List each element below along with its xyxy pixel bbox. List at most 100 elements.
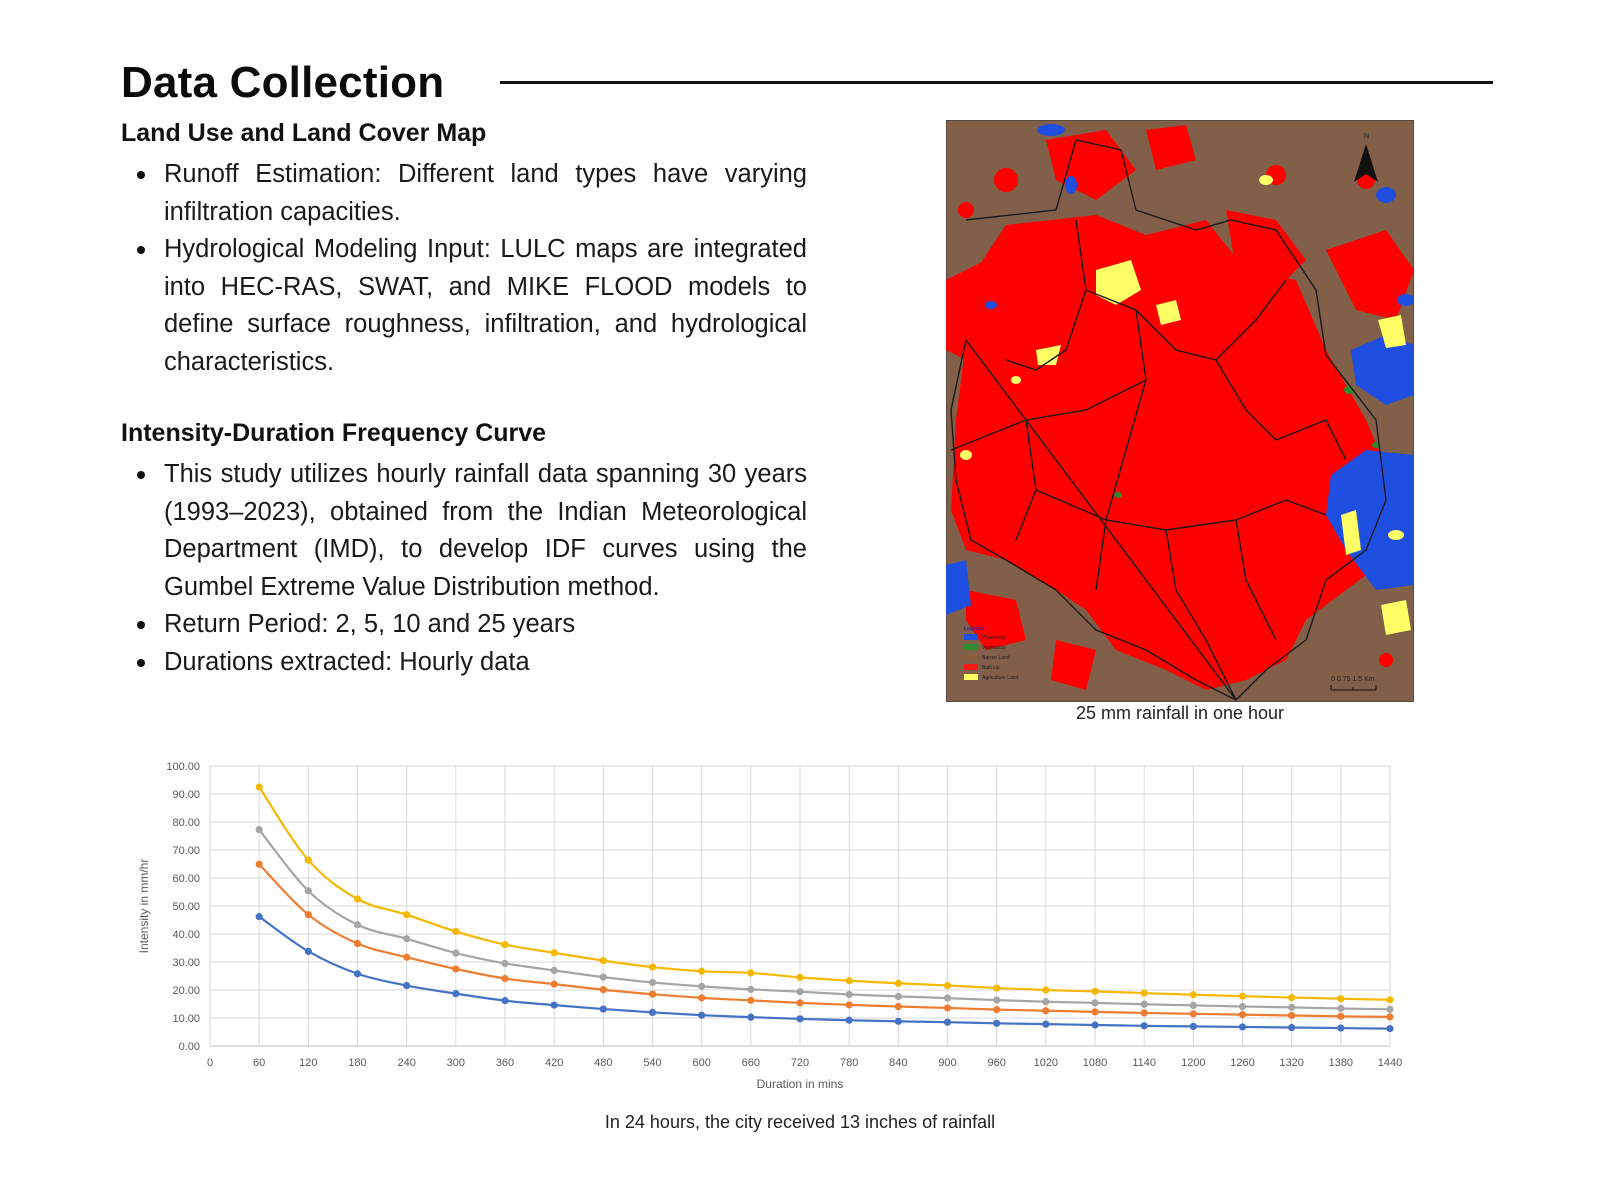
- data-point: [796, 973, 804, 981]
- y-tick-label: 20.00: [172, 985, 200, 997]
- series-line: [258, 915, 1391, 1030]
- x-tick-label: 1260: [1230, 1057, 1254, 1069]
- y-tick-label: 0.00: [179, 1041, 200, 1053]
- data-point: [1238, 1011, 1247, 1019]
- data-point: [1140, 989, 1148, 997]
- data-point: [648, 1008, 657, 1016]
- series-2: [255, 825, 1394, 1013]
- map-ward-boundaries: [950, 139, 1387, 701]
- data-point: [1091, 1021, 1099, 1029]
- data-point: [1288, 1023, 1296, 1032]
- data-point: [1189, 991, 1197, 999]
- data-point: [452, 949, 460, 957]
- data-point: [993, 984, 1001, 992]
- x-tick-label: 1320: [1279, 1057, 1303, 1069]
- x-tick-label: 60: [253, 1057, 265, 1069]
- x-tick-label: 660: [742, 1057, 760, 1069]
- data-point: [747, 996, 755, 1004]
- data-point: [1042, 986, 1050, 994]
- y-tick-label: 70.00: [172, 845, 200, 857]
- data-point: [353, 970, 362, 978]
- data-point: [599, 957, 607, 965]
- x-tick-label: 420: [545, 1057, 563, 1069]
- title-divider: [500, 81, 1493, 84]
- data-point: [993, 1006, 1001, 1014]
- series-1: [255, 860, 1394, 1021]
- data-point: [501, 959, 509, 967]
- data-point: [403, 935, 411, 943]
- data-point: [1238, 992, 1247, 1000]
- x-tick-label: 840: [889, 1057, 907, 1069]
- data-point: [943, 1018, 952, 1026]
- data-point: [599, 973, 607, 981]
- data-point: [894, 1002, 902, 1011]
- data-point: [403, 981, 411, 990]
- data-point: [845, 1016, 853, 1024]
- data-point: [304, 911, 312, 919]
- data-point: [993, 1019, 1001, 1027]
- legend-swatch-vegetation: [964, 644, 978, 650]
- x-tick-label: 120: [299, 1057, 317, 1069]
- data-point: [452, 965, 460, 973]
- x-tick-label: 600: [692, 1057, 710, 1069]
- data-point: [747, 985, 755, 994]
- data-point: [501, 997, 509, 1005]
- data-point: [1337, 1004, 1345, 1013]
- map-built-up-area: [946, 125, 1414, 690]
- data-point: [304, 856, 312, 864]
- data-point: [1091, 1008, 1099, 1016]
- data-point: [599, 986, 607, 994]
- north-arrow: N: [1354, 133, 1378, 182]
- data-point: [501, 941, 509, 949]
- data-point: [648, 990, 657, 998]
- legend-swatch-agriculture: [964, 674, 978, 680]
- north-arrow-icon: [1354, 144, 1378, 182]
- data-point: [1042, 1020, 1050, 1028]
- x-tick-label: 1200: [1181, 1057, 1205, 1069]
- chart-caption: In 24 hours, the city received 13 inches…: [604, 1112, 996, 1132]
- data-point: [698, 1011, 706, 1019]
- data-point: [1386, 996, 1394, 1004]
- data-point: [796, 988, 804, 996]
- data-point: [943, 981, 952, 990]
- data-point: [1386, 1025, 1394, 1033]
- legend-label-vegetation: Vegetation: [982, 645, 1006, 651]
- data-point: [255, 913, 263, 921]
- data-point: [1042, 1007, 1050, 1015]
- x-tick-label: 480: [594, 1057, 612, 1069]
- data-point: [1337, 1012, 1345, 1020]
- x-tick-label: 720: [791, 1057, 809, 1069]
- chart-series: [255, 783, 1394, 1033]
- lulc-bullet-list: Runoff Estimation: Different land types …: [121, 156, 807, 381]
- data-point: [452, 927, 460, 936]
- page-title: Data Collection: [121, 58, 445, 107]
- data-point: [698, 982, 706, 990]
- x-tick-label: 1380: [1329, 1057, 1353, 1069]
- data-point: [1140, 1009, 1148, 1017]
- data-point: [747, 1013, 755, 1021]
- data-point: [943, 1004, 952, 1012]
- data-point: [599, 1005, 607, 1013]
- legend-swatch-barren: [964, 654, 978, 660]
- legend-label-barren: Barren Land: [982, 655, 1010, 661]
- data-point: [747, 969, 755, 977]
- data-point: [304, 887, 312, 895]
- data-point: [796, 1015, 804, 1023]
- y-tick-label: 40.00: [172, 929, 200, 941]
- lulc-heading: Land Use and Land Cover Map: [121, 119, 487, 147]
- lulc-bullet-runoff: Runoff Estimation: Different land types …: [121, 156, 807, 231]
- data-point: [648, 978, 657, 987]
- idf-bullet-list: This study utilizes hourly rainfall data…: [121, 456, 807, 681]
- data-point: [894, 979, 902, 987]
- idf-chart: 0.00 10.00 20.00 30.00 40.00 50.00 60.00 70.00 8…: [137, 761, 1402, 1091]
- x-tick-label: 0: [207, 1057, 213, 1069]
- series-line: [258, 828, 1391, 1011]
- data-point: [993, 996, 1001, 1004]
- data-point: [501, 974, 509, 983]
- legend-label-waterbody: Waterbody: [982, 635, 1006, 641]
- x-tick-label: 300: [447, 1057, 465, 1069]
- x-tick-label: 1440: [1378, 1057, 1402, 1069]
- series-0: [255, 913, 1394, 1033]
- data-point: [1189, 1001, 1197, 1009]
- y-tick-label: 80.00: [172, 817, 200, 829]
